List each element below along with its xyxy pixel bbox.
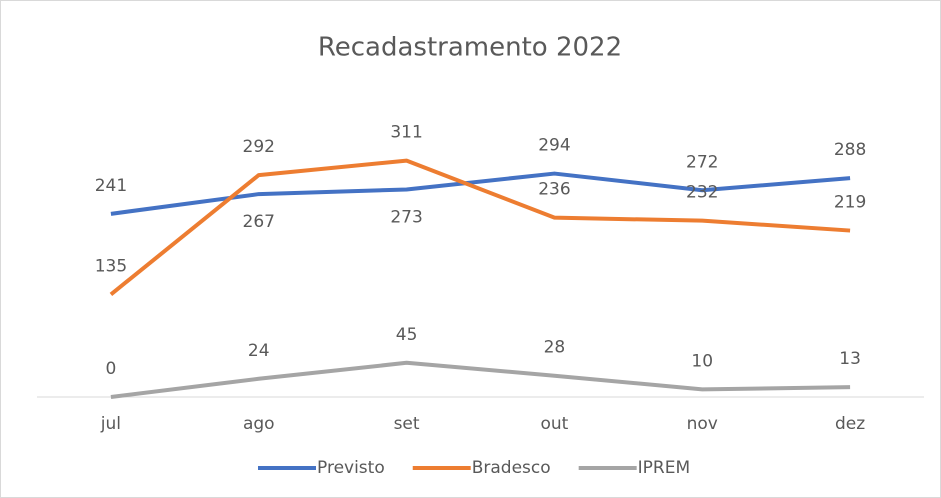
x-tick-label: dez	[835, 414, 865, 434]
data-label: 10	[691, 351, 713, 371]
data-label: 267	[243, 212, 275, 232]
data-label: 288	[834, 140, 866, 160]
data-label: 272	[686, 152, 718, 172]
data-label: 292	[243, 137, 275, 157]
data-label: 0	[106, 359, 117, 379]
data-label: 232	[686, 183, 718, 203]
legend-label: IPREM	[638, 458, 691, 478]
x-tick-label: set	[394, 414, 420, 434]
data-label: 241	[95, 176, 127, 196]
data-label: 45	[396, 325, 418, 345]
data-label: 135	[95, 256, 127, 276]
x-tick-label: out	[540, 414, 568, 434]
chart-title: Recadastramento 2022	[318, 33, 622, 63]
x-tick-label: nov	[687, 414, 718, 434]
data-label: 219	[834, 193, 866, 213]
data-label: 294	[538, 136, 570, 156]
data-label: 28	[544, 338, 566, 358]
line-series	[109, 158, 851, 296]
line-series	[110, 360, 851, 399]
legend-label: Previsto	[317, 458, 385, 478]
data-label: 24	[248, 341, 270, 361]
legend-label: Bradesco	[472, 458, 551, 478]
data-label: 273	[390, 208, 422, 228]
x-tick-label: ago	[243, 414, 275, 434]
data-label: 13	[839, 349, 861, 369]
data-label: 236	[538, 180, 570, 200]
data-label: 311	[390, 123, 422, 143]
x-tick-label: jul	[100, 414, 121, 434]
